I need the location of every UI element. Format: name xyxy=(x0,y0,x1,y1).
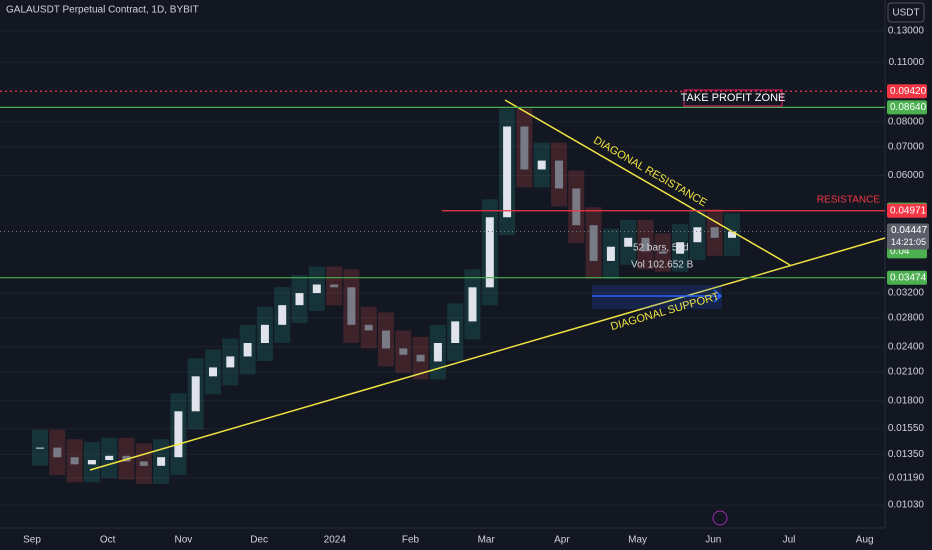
candle xyxy=(364,324,373,331)
candle xyxy=(312,284,321,294)
diagonal-support-line xyxy=(89,237,886,471)
diagonal-resistance-line xyxy=(504,99,791,266)
candle xyxy=(416,354,425,362)
y-tick-label: 0.08000 xyxy=(888,116,925,127)
level-badge xyxy=(887,100,927,115)
level-badge-label: 0.04971 xyxy=(890,205,927,216)
candle xyxy=(728,231,736,238)
candle xyxy=(295,293,304,306)
x-tick-label: Mar xyxy=(478,535,496,546)
x-tick-label: Sep xyxy=(23,535,41,546)
candle xyxy=(260,324,269,343)
candle xyxy=(624,237,633,247)
y-tick-label: 0.07000 xyxy=(888,141,925,152)
candle xyxy=(191,376,200,412)
y-tick-label: 0.01350 xyxy=(888,449,925,460)
candle xyxy=(382,330,390,349)
x-tick-label: Dec xyxy=(250,535,268,546)
candle xyxy=(572,188,581,226)
currency-button-frame[interactable] xyxy=(887,2,925,23)
y-tick-label: 0.01800 xyxy=(888,395,925,406)
candle xyxy=(433,342,442,362)
candle xyxy=(70,457,79,465)
x-tick-label: 2024 xyxy=(324,535,347,546)
last-price-label: 0.04447 xyxy=(891,225,928,236)
candle xyxy=(658,251,667,254)
y-tick-label: 0.13000 xyxy=(888,26,925,37)
level-badge xyxy=(887,203,927,218)
y-tick-label: 0.02100 xyxy=(888,366,925,377)
candle xyxy=(537,160,546,170)
candle xyxy=(606,246,615,261)
y-tick-label: 0.06000 xyxy=(888,170,925,181)
y-tick-label: 0.01190 xyxy=(889,473,925,484)
range-arrowhead xyxy=(713,289,723,303)
candle xyxy=(468,287,477,322)
x-tick-label: Oct xyxy=(100,535,116,546)
range-volume: Vol 102.652 B xyxy=(631,260,694,271)
y-tick-label: 0.01030 xyxy=(888,500,925,511)
x-tick-label: May xyxy=(628,535,647,546)
x-tick-label: Aug xyxy=(856,535,874,546)
x-tick-label: Feb xyxy=(402,535,420,546)
candle xyxy=(226,356,235,368)
candle xyxy=(174,411,183,458)
candle xyxy=(710,227,719,238)
x-tick-label: Jun xyxy=(705,535,721,546)
candle xyxy=(209,367,217,377)
y-tick-label: 0.02400 xyxy=(888,341,925,352)
take-profit-label: TAKE PROFIT ZONE xyxy=(681,92,786,104)
range-bars: 52 bars, 52d xyxy=(633,243,689,254)
candle xyxy=(87,460,96,465)
candle xyxy=(243,342,252,357)
y-tick-label: 0.11000 xyxy=(889,57,925,68)
level-badge xyxy=(887,84,927,99)
y-tick-label: 0.03200 xyxy=(888,288,925,299)
candle xyxy=(278,305,287,325)
event-icon[interactable] xyxy=(712,510,728,526)
level-badge-label: 0.03474 xyxy=(890,272,927,283)
level-badge-label: 0.04 xyxy=(890,246,910,257)
candle xyxy=(399,348,408,355)
candle xyxy=(451,321,460,343)
plot xyxy=(0,30,885,506)
candle xyxy=(36,447,44,449)
candle xyxy=(347,287,356,325)
chart-title: GALAUSDT Perpetual Contract, 1D, BYBIT xyxy=(6,5,199,16)
y-tick-label: 0.01550 xyxy=(888,423,925,434)
candle xyxy=(520,126,529,170)
candle xyxy=(503,126,512,218)
candle xyxy=(693,227,702,243)
level-badge-label: 0.09420 xyxy=(890,86,927,97)
level-badge xyxy=(887,270,927,285)
candle xyxy=(330,284,339,288)
candle xyxy=(157,457,166,466)
y-tick-label: 0.02800 xyxy=(888,313,925,324)
candle xyxy=(139,461,148,466)
resistance-label: RESISTANCE xyxy=(817,195,880,206)
last-price-badge xyxy=(887,223,929,250)
candle xyxy=(676,242,685,254)
level-badge-label: 0.08640 xyxy=(890,102,927,113)
x-tick-label: Jul xyxy=(783,535,796,546)
countdown: 14:21:05 xyxy=(891,237,926,247)
candle xyxy=(485,217,494,288)
currency-button[interactable]: USDT xyxy=(892,8,919,19)
x-tick-label: Nov xyxy=(175,535,193,546)
candle xyxy=(641,237,650,252)
range-box xyxy=(592,285,722,309)
candle xyxy=(589,225,598,261)
take-profit-frame xyxy=(683,89,783,107)
x-tick-label: Apr xyxy=(554,535,570,546)
candle xyxy=(105,455,114,461)
candle xyxy=(53,447,62,458)
candle xyxy=(555,160,563,189)
